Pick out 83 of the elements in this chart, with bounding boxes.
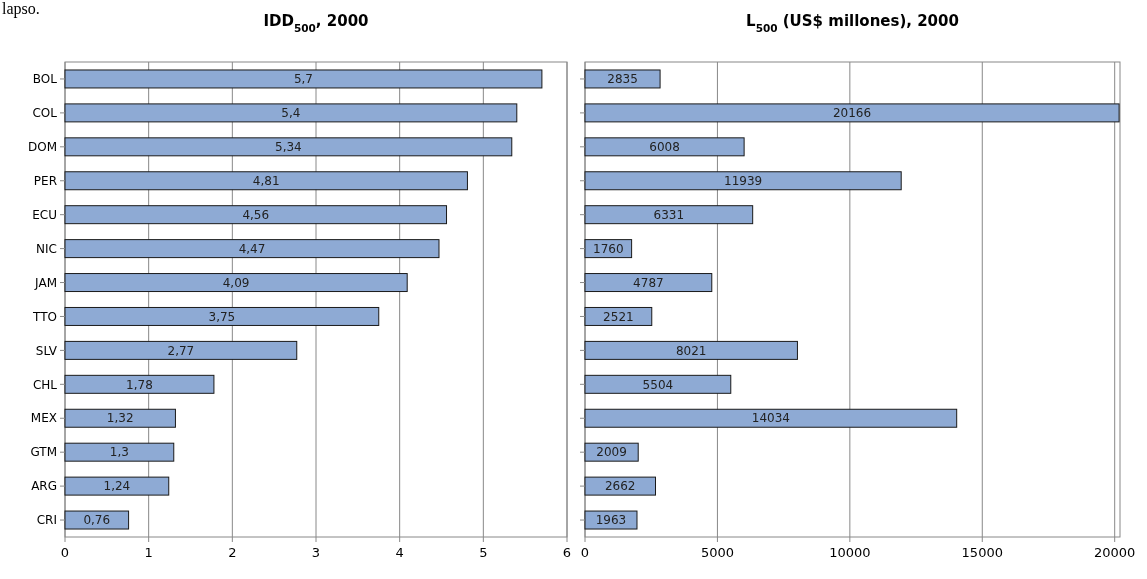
data-label: 2,77 xyxy=(167,343,195,358)
data-label: 3,75 xyxy=(208,309,236,324)
bar xyxy=(584,476,656,496)
chart-title: L$_{500}$ (US$ millones), 2000 xyxy=(746,12,959,34)
data-label: 1,24 xyxy=(103,479,131,494)
data-label: 0,76 xyxy=(83,513,111,528)
data-label: 4,56 xyxy=(242,207,270,222)
y-tick-label: CHL xyxy=(32,377,58,392)
bar xyxy=(64,171,468,191)
data-label: 5,7 xyxy=(293,72,313,87)
y-tick-label: ARG xyxy=(31,479,57,494)
data-label: 8021 xyxy=(675,343,707,358)
data-label: 2835 xyxy=(607,72,638,87)
y-tick-label: GTM xyxy=(30,445,57,460)
bar xyxy=(64,408,176,428)
bar xyxy=(584,69,661,89)
chart-title: IDD$_{500}$, 2000 xyxy=(263,12,369,34)
data-label: 1760 xyxy=(593,241,624,256)
x-tick-label: 15000 xyxy=(961,545,1003,560)
bar xyxy=(584,205,754,225)
y-tick-label: TTO xyxy=(32,309,57,324)
bar xyxy=(64,374,215,394)
bar xyxy=(584,408,958,428)
y-tick-label: CRI xyxy=(36,513,57,528)
data-label: 4,09 xyxy=(222,275,250,290)
x-tick-label: 5 xyxy=(479,545,488,560)
bar xyxy=(584,273,713,293)
y-tick-label: ECU xyxy=(32,207,57,222)
y-tick-label: PER xyxy=(33,173,57,188)
data-label: 2521 xyxy=(603,309,634,324)
bar xyxy=(64,442,175,462)
x-tick-label: 5000 xyxy=(700,545,734,560)
data-label: 1,3 xyxy=(109,445,129,460)
y-tick-label: SLV xyxy=(35,343,58,358)
data-label: 20166 xyxy=(832,106,872,121)
bar xyxy=(64,239,440,259)
bar xyxy=(584,340,798,360)
data-label: 4787 xyxy=(633,275,664,290)
bar xyxy=(584,510,638,530)
data-label: 2662 xyxy=(604,479,636,494)
data-label: 14034 xyxy=(751,411,790,426)
data-label: 6008 xyxy=(649,140,680,155)
data-label: 4,47 xyxy=(238,241,266,256)
y-tick-label: COL xyxy=(32,106,58,121)
x-tick-label: 20000 xyxy=(1094,545,1136,560)
data-label: 6331 xyxy=(653,207,685,222)
data-label: 1,78 xyxy=(126,377,153,392)
x-tick-label: 0 xyxy=(580,545,590,560)
data-label: 4,81 xyxy=(252,173,280,188)
data-label: 11939 xyxy=(724,173,763,188)
data-label: 1963 xyxy=(595,513,627,528)
bar xyxy=(64,340,298,360)
x-tick-label: 6 xyxy=(562,545,572,560)
text: lapso. xyxy=(2,0,40,18)
bar xyxy=(64,510,130,530)
bar xyxy=(64,273,408,293)
bar xyxy=(64,205,448,225)
bar xyxy=(584,374,732,394)
bar xyxy=(64,137,513,157)
y-tick-label: MEX xyxy=(30,411,57,426)
x-tick-label: 0 xyxy=(60,545,70,560)
y-tick-label: NIC xyxy=(36,241,57,256)
x-tick-label: 3 xyxy=(311,545,321,560)
data-label: 5,34 xyxy=(275,140,302,155)
x-tick-label: 10000 xyxy=(829,545,871,560)
data-label: 2009 xyxy=(596,445,627,460)
bar xyxy=(584,137,745,157)
bar xyxy=(584,103,1120,123)
data-label: 5504 xyxy=(642,377,674,392)
bar xyxy=(64,69,543,89)
x-tick-label: 2 xyxy=(228,545,237,560)
bar xyxy=(584,171,902,191)
y-tick-label: JAM xyxy=(34,275,57,290)
x-tick-label: 4 xyxy=(395,545,404,560)
bar xyxy=(64,103,518,123)
data-label: 1,32 xyxy=(106,411,134,426)
bar xyxy=(584,306,653,326)
bar xyxy=(64,306,380,326)
y-tick-label: BOL xyxy=(32,72,58,87)
y-tick-label: DOM xyxy=(27,140,57,155)
data-label: 5,4 xyxy=(281,106,301,121)
x-tick-label: 1 xyxy=(144,545,153,560)
bar xyxy=(64,476,170,496)
